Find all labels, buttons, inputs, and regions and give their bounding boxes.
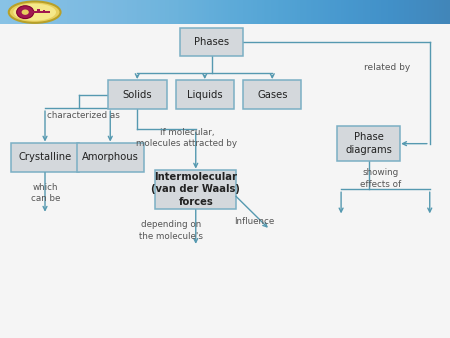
FancyBboxPatch shape [180,28,243,56]
FancyBboxPatch shape [108,80,166,109]
Text: which
can be: which can be [31,183,60,203]
FancyBboxPatch shape [338,126,400,162]
Text: related by: related by [364,63,410,72]
FancyBboxPatch shape [243,80,302,109]
FancyBboxPatch shape [176,80,234,109]
Text: showing
effects of: showing effects of [360,168,401,189]
Text: Influence: Influence [234,217,274,226]
FancyBboxPatch shape [11,143,79,172]
Ellipse shape [9,1,60,23]
Text: Crystalline: Crystalline [18,152,72,162]
Text: depending on
the molecule's: depending on the molecule's [139,220,203,241]
Text: Liquids: Liquids [187,90,223,100]
Text: if molecular,
molecules attracted by: if molecular, molecules attracted by [136,127,237,148]
Text: Phase
diagrams: Phase diagrams [346,132,392,155]
FancyBboxPatch shape [76,143,144,172]
Ellipse shape [14,4,56,21]
Circle shape [17,6,34,19]
FancyBboxPatch shape [37,9,40,12]
Text: Intermolecular
(van der Waals)
forces: Intermolecular (van der Waals) forces [151,172,240,207]
Text: Solids: Solids [122,90,152,100]
FancyBboxPatch shape [43,10,45,12]
Text: Amorphous: Amorphous [82,152,139,162]
FancyBboxPatch shape [155,170,236,209]
Text: Gases: Gases [257,90,288,100]
Circle shape [22,9,29,15]
Text: Phases: Phases [194,37,229,47]
FancyBboxPatch shape [31,11,50,13]
Text: characterized as: characterized as [47,111,120,120]
FancyBboxPatch shape [0,0,450,24]
